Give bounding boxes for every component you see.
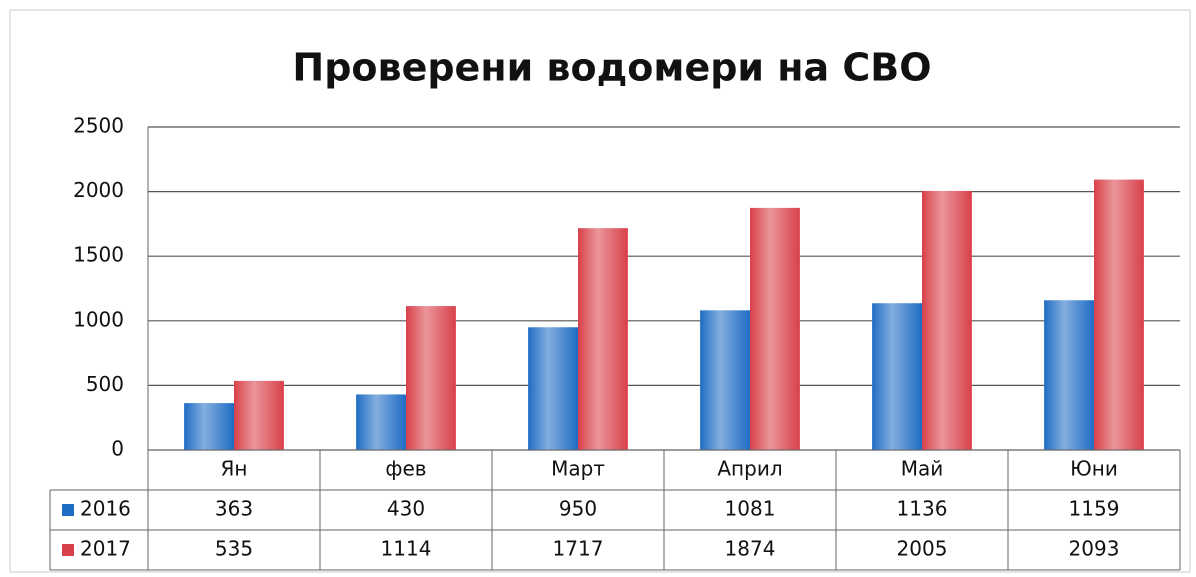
chart-title: Проверени водомери на СВО [292,46,931,90]
legend-label: 2016 [80,497,131,521]
table-value: 363 [215,497,253,521]
bar [1044,300,1094,450]
y-tick-label: 2500 [73,114,124,138]
table-value: 1874 [725,537,776,561]
table-value: 1136 [897,497,948,521]
legend-swatch [62,504,74,516]
x-tick-label: Март [551,457,605,481]
legend-label: 2017 [80,537,131,561]
x-tick-label: Април [717,457,782,481]
bar [750,207,800,450]
table-value: 2005 [897,537,948,561]
x-tick-label: Май [901,457,944,481]
x-tick-label: Ян [221,457,248,481]
table-value: 1114 [381,537,432,561]
bar [184,403,234,450]
legend-swatch [62,544,74,556]
table-value: 950 [559,497,597,521]
table-value: 430 [387,497,425,521]
bar [1094,179,1144,450]
y-tick-label: 1000 [73,307,124,331]
table-value: 1717 [553,537,604,561]
x-tick-label: фев [385,457,426,481]
y-tick-label: 500 [86,372,124,396]
bar [922,190,972,451]
y-tick-label: 2000 [73,178,124,202]
bar [528,327,578,450]
table-value: 1081 [725,497,776,521]
table-value: 1159 [1069,497,1120,521]
bar [234,380,284,450]
bar [406,306,456,450]
table-value: 535 [215,537,253,561]
y-tick-label: 1500 [73,243,124,267]
x-tick-label: Юни [1070,457,1118,481]
y-tick-label: 0 [111,437,124,461]
bar [356,394,406,450]
chart-frame [9,9,1191,573]
table-value: 2093 [1069,537,1120,561]
bar [872,303,922,450]
bar [578,228,628,450]
bar [700,310,750,450]
